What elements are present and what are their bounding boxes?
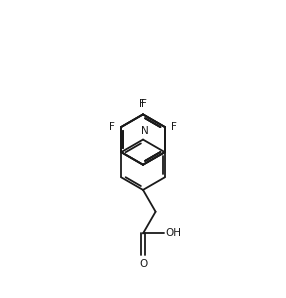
Text: F: F	[109, 122, 115, 132]
Text: F: F	[171, 122, 177, 132]
Text: F: F	[142, 99, 147, 109]
Text: N: N	[141, 126, 149, 136]
Text: OH: OH	[166, 229, 182, 238]
Text: O: O	[139, 259, 147, 268]
Text: F: F	[139, 99, 144, 109]
